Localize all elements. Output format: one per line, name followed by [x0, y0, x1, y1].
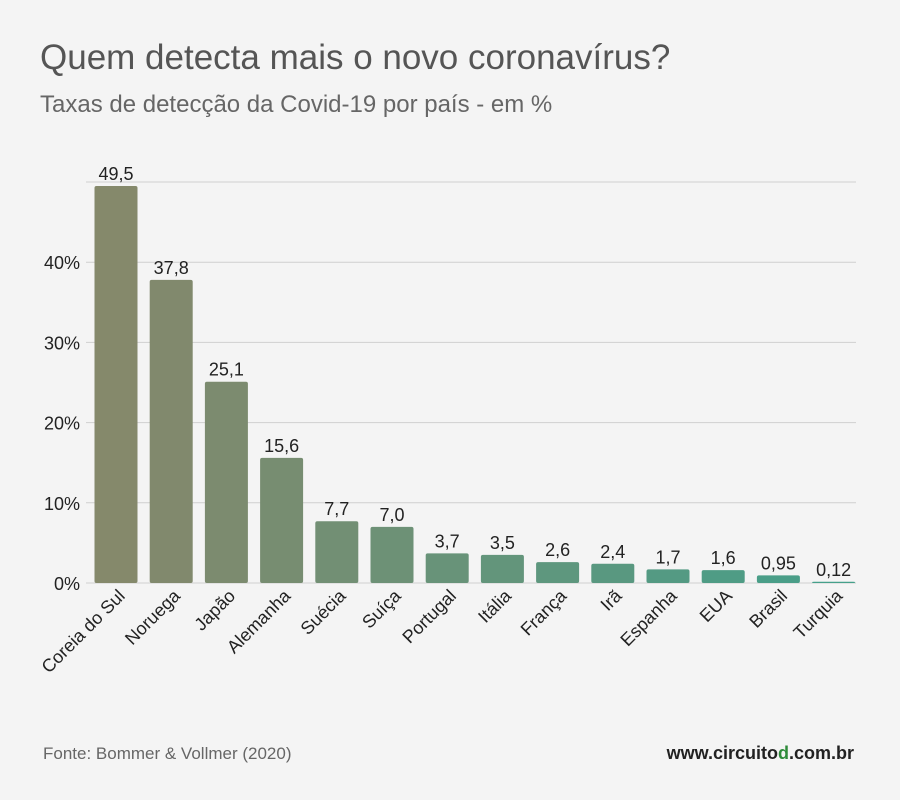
- value-label: 49,5: [98, 164, 133, 184]
- x-tick-label: Espanha: [616, 585, 681, 650]
- bar: [646, 569, 690, 583]
- value-label: 7,7: [324, 499, 349, 519]
- site-accent: d: [777, 743, 789, 763]
- bar: [94, 186, 138, 583]
- bar: [370, 526, 414, 583]
- x-tick-label: Suécia: [297, 585, 351, 639]
- x-tick-label: Turquia: [790, 585, 848, 643]
- value-label: 7,0: [379, 505, 404, 525]
- value-label: 15,6: [264, 436, 299, 456]
- bar-chart: 0% 10% 20% 30% 40% 49,5 37,8 25,1 15,6 7,7 7,0 3,7…: [38, 164, 856, 677]
- x-tick-label: Brasil: [745, 586, 791, 632]
- source-note: Fonte: Bommer & Vollmer (2020): [43, 744, 292, 763]
- x-tick-label: Irã: [597, 585, 627, 615]
- bars: [94, 186, 856, 583]
- y-tick-label: 20%: [44, 414, 80, 434]
- bar: [701, 570, 745, 583]
- x-tick-label: Japão: [190, 586, 239, 635]
- y-axis-ticks: 0% 10% 20% 30% 40%: [44, 253, 80, 594]
- value-label: 3,5: [490, 533, 515, 553]
- value-label: 1,6: [711, 548, 736, 568]
- bar: [149, 279, 193, 583]
- bar: [756, 575, 800, 583]
- bar: [260, 457, 304, 583]
- y-tick-label: 0%: [54, 574, 80, 594]
- x-tick-label: Portugal: [398, 586, 460, 648]
- chart-title: Quem detecta mais o novo coronavírus?: [40, 38, 671, 77]
- value-label: 0,12: [816, 560, 851, 580]
- value-label: 37,8: [154, 258, 189, 278]
- x-tick-label: Suíça: [358, 585, 405, 632]
- x-tick-label: Itália: [474, 585, 516, 627]
- value-label: 0,95: [761, 553, 796, 573]
- site-suffix: .com.br: [788, 743, 854, 763]
- x-tick-label: Coreia do Sul: [38, 586, 129, 677]
- y-tick-label: 30%: [44, 333, 80, 353]
- bar: [812, 581, 856, 583]
- x-tick-label: França: [517, 585, 571, 639]
- gridlines: [86, 181, 856, 584]
- bar: [591, 563, 635, 583]
- y-tick-label: 40%: [44, 253, 80, 273]
- value-label: 1,7: [655, 547, 680, 567]
- value-labels: 49,5 37,8 25,1 15,6 7,7 7,0 3,7 3,5 2,6 2,4 1,7 1,6…: [98, 164, 851, 580]
- bar: [315, 521, 359, 583]
- bar: [480, 554, 524, 583]
- value-label: 25,1: [209, 360, 244, 380]
- bar: [425, 553, 469, 583]
- site-link[interactable]: www.circuitod.com.br: [667, 743, 854, 764]
- chart-subtitle: Taxas de detecção da Covid-19 por país -…: [40, 91, 553, 118]
- value-label: 2,4: [600, 542, 625, 562]
- site-prefix: www.circuito: [666, 743, 778, 763]
- value-label: 3,7: [435, 531, 460, 551]
- bar: [204, 381, 248, 583]
- value-label: 2,6: [545, 540, 570, 560]
- x-tick-label: Noruega: [121, 585, 185, 649]
- y-tick-label: 10%: [44, 494, 80, 514]
- x-tick-label: EUA: [696, 586, 736, 626]
- bar: [536, 562, 580, 583]
